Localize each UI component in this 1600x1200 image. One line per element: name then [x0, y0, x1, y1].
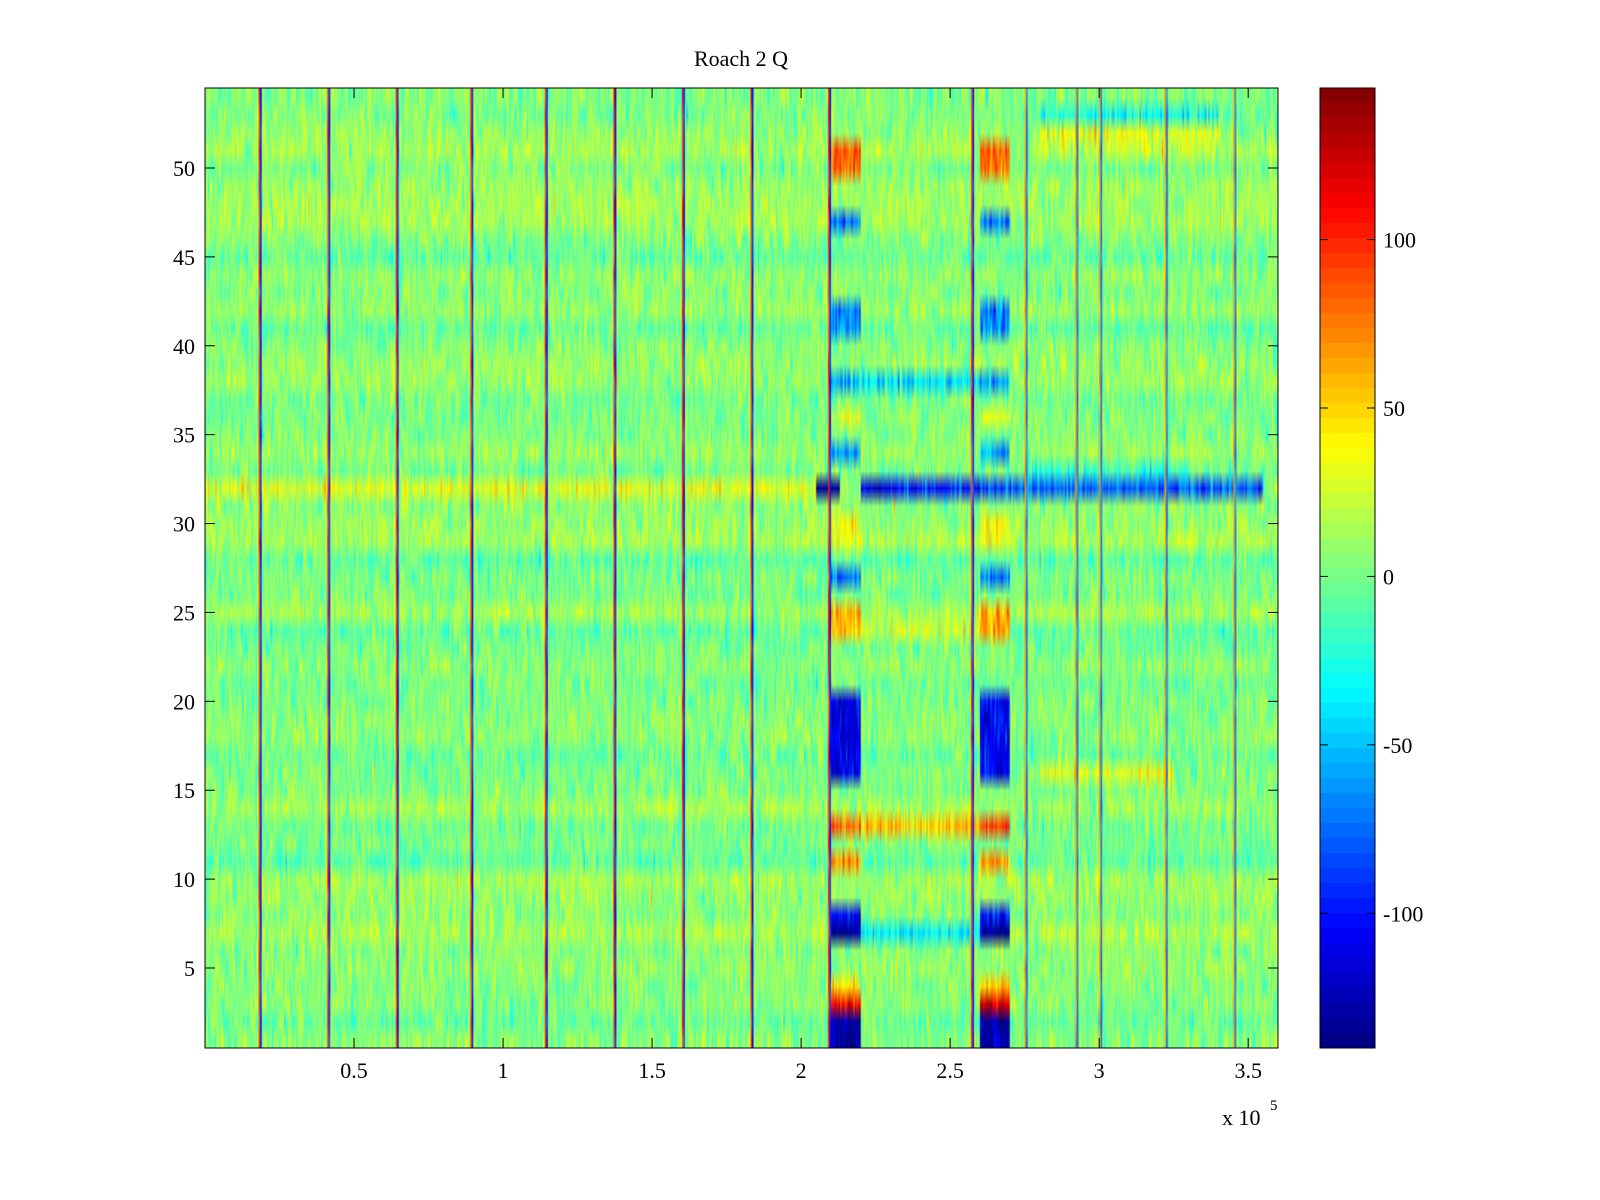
y-tick-label: 30: [173, 512, 195, 537]
x-exponent: x 10 5: [1222, 1098, 1278, 1130]
x-tick-label: 2: [796, 1058, 807, 1083]
x-tick-label: 1: [498, 1058, 509, 1083]
x-exponent-power: 5: [1270, 1098, 1278, 1114]
colorbar: -100 -50 0 50 100: [1319, 87, 1423, 1049]
y-tick-label: 25: [173, 600, 195, 625]
y-tick-label: 20: [173, 689, 195, 714]
x-tick-label: 3: [1094, 1058, 1105, 1083]
y-tick-label: 10: [173, 867, 195, 892]
y-axis: 5 10 15 20 25 30 35 40 45 50: [173, 156, 1278, 981]
x-tick-label: 0.5: [340, 1058, 368, 1083]
colorbar-tick-label: 0: [1383, 564, 1394, 589]
y-tick-label: 45: [173, 245, 195, 270]
colorbar-tick-label: 50: [1383, 396, 1405, 421]
colorbar-ticks: -100 -50 0 50 100: [1320, 228, 1423, 926]
y-tick-label: 35: [173, 423, 195, 448]
y-tick-label: 15: [173, 778, 195, 803]
colorbar-tick-label: -50: [1383, 733, 1412, 758]
plot-frame: [204, 87, 1279, 1049]
x-tick-label: 1.5: [638, 1058, 666, 1083]
heatmap-image: [205, 88, 1278, 1048]
chart-title: Roach 2 Q: [694, 46, 788, 71]
plot-area: [204, 87, 1279, 1049]
colorbar-tick-label: 100: [1383, 228, 1416, 253]
x-tick-label: 3.5: [1234, 1058, 1262, 1083]
y-tick-label: 40: [173, 334, 195, 359]
y-tick-label: 5: [184, 956, 195, 981]
y-tick-label: 50: [173, 156, 195, 181]
x-tick-label: 2.5: [936, 1058, 964, 1083]
colorbar-gradient: [1320, 88, 1375, 1048]
x-axis: 0.5 1 1.5 2 2.5 3 3.5: [340, 88, 1262, 1083]
x-exponent-label: x 10: [1222, 1105, 1261, 1130]
colorbar-frame: [1319, 87, 1376, 1049]
colorbar-tick-label: -100: [1383, 901, 1423, 926]
